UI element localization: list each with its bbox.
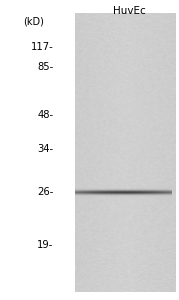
Text: 48-: 48- [38, 110, 54, 121]
Text: 19-: 19- [37, 239, 54, 250]
Text: (kD): (kD) [23, 16, 43, 27]
Text: 85-: 85- [37, 62, 54, 73]
Text: 34-: 34- [38, 143, 54, 154]
Text: HuvEc: HuvEc [113, 5, 145, 16]
Text: 117-: 117- [31, 41, 54, 52]
Text: 26-: 26- [37, 187, 54, 197]
